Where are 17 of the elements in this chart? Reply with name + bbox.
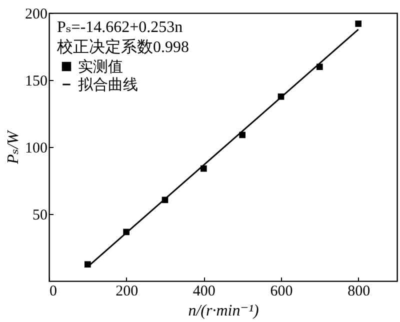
annotation: Pₛ=-14.662+0.253n [57, 19, 183, 36]
legend-label: 实测值 [78, 58, 123, 76]
annotation: 校正决定系数0.998 [56, 38, 189, 56]
legend-label: 拟合曲线 [78, 76, 138, 94]
y-tick-label: 50 [32, 208, 48, 224]
x-tick-label: 600 [270, 284, 293, 300]
y-tick-label: 200 [25, 6, 48, 22]
x-tick-label: 800 [348, 284, 370, 300]
x-tick-label: 400 [192, 284, 216, 300]
point [355, 20, 362, 27]
y-tick-label: 150 [25, 74, 48, 90]
y-tick-label: 100 [25, 140, 48, 156]
x-tick-label: 0 [50, 284, 57, 300]
x-tick-label: 200 [116, 284, 138, 300]
x-axis-title: n/(r·min⁻¹) [188, 302, 259, 320]
y-axis-title: Pₛ/W [5, 129, 22, 165]
point [316, 64, 323, 70]
